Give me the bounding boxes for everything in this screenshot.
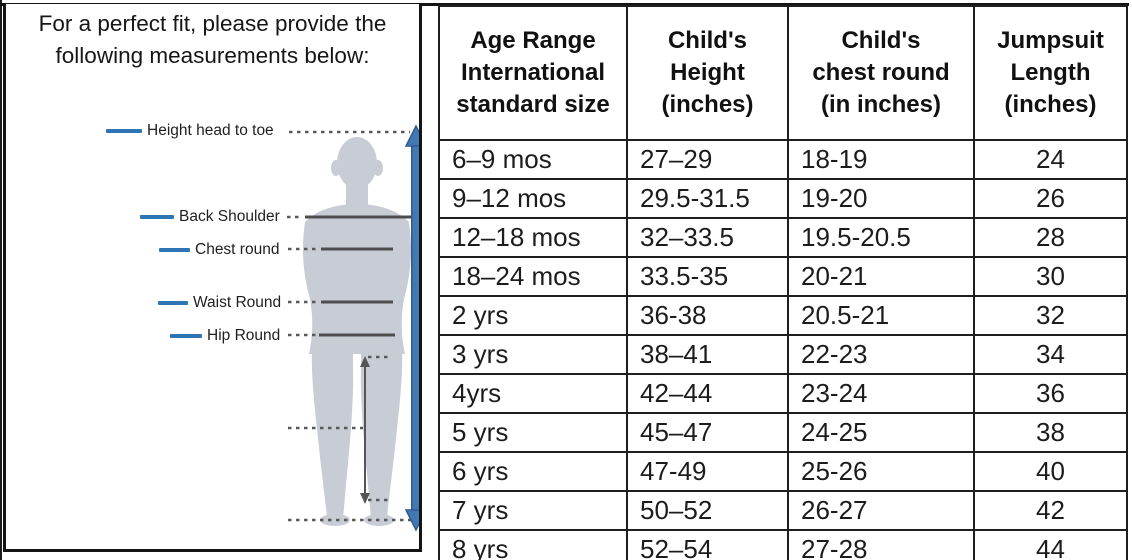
cell-height: 42–44 (626, 373, 789, 414)
col-header-height: Child's Height (inches) (626, 5, 789, 141)
table-row: 5 yrs 45–47 24-25 38 (438, 412, 1128, 453)
cell-height: 50–52 (626, 490, 789, 531)
col-header-jumpsuit-length: Jumpsuit Length (inches) (973, 5, 1128, 141)
cell-length: 24 (973, 139, 1128, 180)
size-chart-table: Age Range International standard size Ch… (438, 5, 1128, 560)
panel-title: For a perfect fit, please provide the fo… (38, 11, 387, 68)
cell-age: 6–9 mos (438, 139, 628, 180)
blue-dash-icon (140, 215, 174, 219)
cell-height: 27–29 (626, 139, 789, 180)
label-text: Chest round (195, 241, 280, 258)
cell-height: 45–47 (626, 412, 789, 453)
label-text: Hip Round (207, 327, 281, 344)
cell-chest: 26-27 (787, 490, 975, 531)
cell-length: 40 (973, 451, 1128, 492)
blue-dash-icon (106, 129, 142, 133)
cell-length: 28 (973, 217, 1128, 258)
cell-length: 30 (973, 256, 1128, 297)
cell-length: 36 (973, 373, 1128, 414)
cell-chest: 23-24 (787, 373, 975, 414)
cell-height: 33.5-35 (626, 256, 789, 297)
cell-chest: 27-28 (787, 529, 975, 560)
measure-lines (305, 215, 411, 337)
cell-length: 38 (973, 412, 1128, 453)
cell-chest: 20-21 (787, 256, 975, 297)
table-row: 3 yrs 38–41 22-23 34 (438, 334, 1128, 375)
dotted-guides (287, 130, 419, 522)
blue-dash-icon (170, 334, 202, 338)
label-chest-round: Chest round (159, 241, 279, 259)
table-row: 12–18 mos 32–33.5 19.5-20.5 28 (438, 217, 1128, 258)
table-row: 18–24 mos 33.5-35 20-21 30 (438, 256, 1128, 297)
cell-length: 32 (973, 295, 1128, 336)
table-row: 7 yrs 50–52 26-27 42 (438, 490, 1128, 531)
body-measurement-diagram (287, 124, 419, 532)
table-row: 9–12 mos 29.5-31.5 19-20 26 (438, 178, 1128, 219)
table-row: 4yrs 42–44 23-24 36 (438, 373, 1128, 414)
table-row: 6–9 mos 27–29 18-19 24 (438, 139, 1128, 180)
height-arrow (404, 124, 419, 532)
col-header-chest: Child's chest round (in inches) (787, 5, 975, 141)
cell-height: 29.5-31.5 (626, 178, 789, 219)
cell-age: 18–24 mos (438, 256, 628, 297)
cell-length: 34 (973, 334, 1128, 375)
cell-chest: 20.5-21 (787, 295, 975, 336)
cell-length: 42 (973, 490, 1128, 531)
col-header-age-range: Age Range International standard size (438, 5, 628, 141)
figure-silhouette (302, 137, 412, 526)
image-top-border (0, 3, 1129, 6)
cell-height: 52–54 (626, 529, 789, 560)
label-waist-round: Waist Round (158, 294, 281, 312)
cell-age: 9–12 mos (438, 178, 628, 219)
cell-chest: 19-20 (787, 178, 975, 219)
cell-age: 12–18 mos (438, 217, 628, 258)
cell-length: 26 (973, 178, 1128, 219)
cell-height: 38–41 (626, 334, 789, 375)
cell-age: 2 yrs (438, 295, 628, 336)
table-row: 6 yrs 47-49 25-26 40 (438, 451, 1128, 492)
table-row: 8 yrs 52–54 27-28 44 (438, 529, 1128, 560)
label-text: Waist Round (193, 294, 282, 311)
cell-chest: 18-19 (787, 139, 975, 180)
cell-height: 47-49 (626, 451, 789, 492)
label-text: Back Shoulder (179, 208, 280, 225)
blue-dash-icon (158, 301, 188, 305)
inseam-arrow (360, 356, 370, 504)
label-height-head-to-toe: Height head to toe (106, 122, 274, 140)
cell-age: 4yrs (438, 373, 628, 414)
cell-age: 3 yrs (438, 334, 628, 375)
image-left-border (0, 0, 2, 560)
label-back-shoulder: Back Shoulder (140, 208, 280, 226)
measurement-panel: For a perfect fit, please provide the fo… (3, 4, 422, 552)
cell-height: 32–33.5 (626, 217, 789, 258)
cell-age: 8 yrs (438, 529, 628, 560)
cell-height: 36-38 (626, 295, 789, 336)
label-text: Height head to toe (147, 122, 274, 139)
blue-dash-icon (159, 248, 190, 252)
cell-length: 44 (973, 529, 1128, 560)
cell-chest: 24-25 (787, 412, 975, 453)
cell-chest: 25-26 (787, 451, 975, 492)
cell-age: 6 yrs (438, 451, 628, 492)
header-row: Age Range International standard size Ch… (438, 5, 1128, 141)
label-hip-round: Hip Round (170, 327, 280, 345)
cell-chest: 19.5-20.5 (787, 217, 975, 258)
cell-age: 5 yrs (438, 412, 628, 453)
cell-age: 7 yrs (438, 490, 628, 531)
table-row: 2 yrs 36-38 20.5-21 32 (438, 295, 1128, 336)
cell-chest: 22-23 (787, 334, 975, 375)
